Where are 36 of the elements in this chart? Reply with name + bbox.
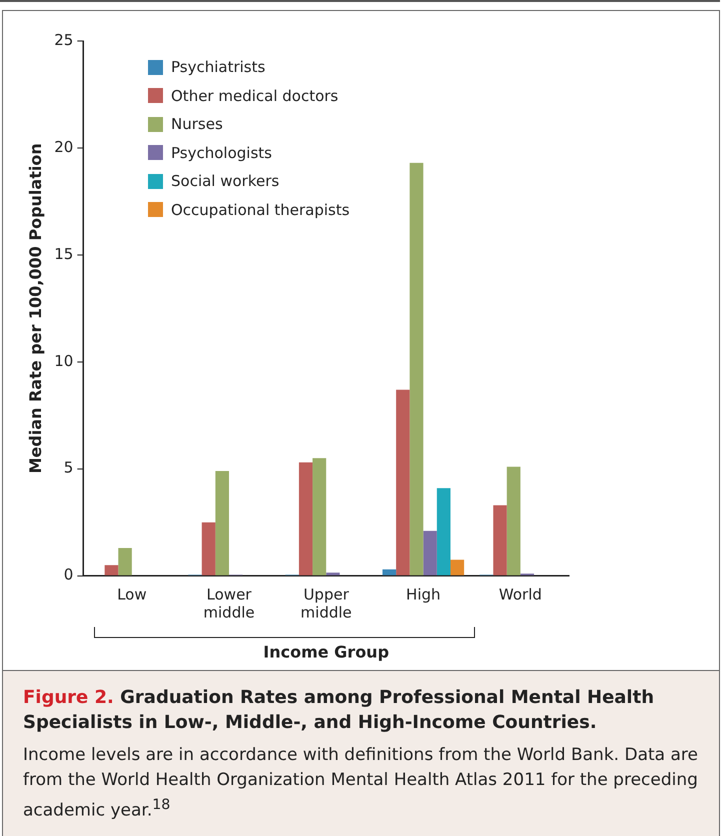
y-tick-label: 20: [54, 138, 74, 156]
bar: [396, 390, 410, 576]
legend-label: Occupational therapists: [170, 200, 350, 221]
text: Income levels are in accordance with definitions from the World Bank. Data are from the World Health Organization Mental Health Atlas 2011 for the preceding academic year.$^{18}$: [23, 744, 699, 823]
bar: [436, 488, 450, 576]
bar: [450, 560, 464, 576]
bar: [382, 569, 396, 576]
y-tick-label: 10: [54, 352, 74, 370]
text: Figure 2. Graduation Rates among Professional Mental Health Specialists in Low-, Middle-, and High-Income Countries.: [23, 686, 656, 735]
legend-label: Nurses: [170, 114, 224, 136]
bar: [410, 162, 424, 576]
y-tick-label: 15: [54, 244, 74, 263]
bar: [298, 462, 313, 576]
bar: [326, 572, 340, 576]
legend-label: Social workers: [170, 171, 280, 192]
legend-label: Psychologists: [170, 142, 273, 164]
bar: [423, 530, 437, 576]
x-tick-label: Upper middle: [300, 586, 352, 622]
bar: [118, 548, 132, 576]
bar: [312, 458, 326, 576]
x-tick-label: Low: [117, 586, 147, 604]
y-tick-label: 5: [64, 458, 74, 477]
bar: [493, 505, 507, 576]
x-tick-label: World: [498, 586, 542, 604]
y-tick-label: 0: [64, 566, 74, 584]
bar: [506, 466, 520, 576]
x-axis-title: Income Group: [263, 642, 390, 662]
bar: [202, 522, 216, 576]
x-tick-label: High: [406, 586, 441, 604]
legend-label: Psychiatrists: [170, 57, 266, 78]
y-axis-title: Median Rate per 100,000 Population: [26, 143, 45, 474]
y-tick-label: 25: [54, 30, 74, 49]
bar: [215, 470, 229, 576]
x-tick-label: Lower middle: [203, 586, 255, 622]
legend-label: Other medical doctors: [170, 86, 340, 107]
bar: [104, 565, 118, 576]
